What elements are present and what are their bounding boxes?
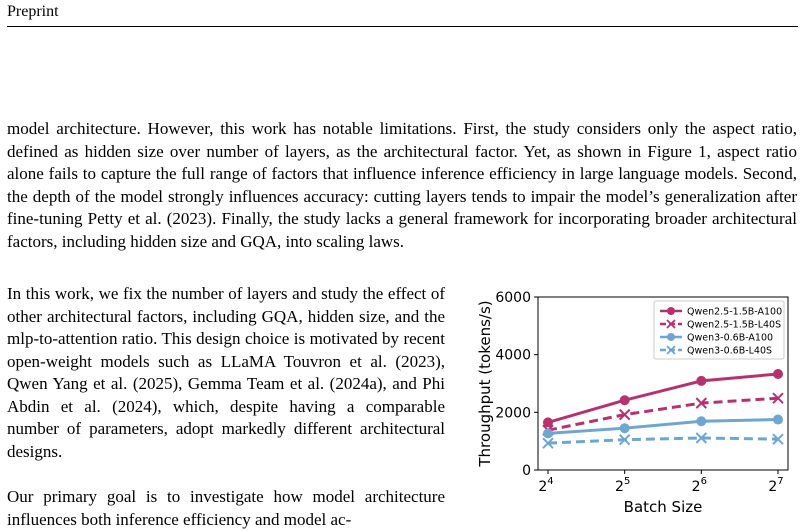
data-point-s2-4 xyxy=(772,392,784,404)
series-line-1 xyxy=(547,372,779,424)
y-axis-label: Throughput (tokens/s) xyxy=(476,300,494,467)
data-point-s3-3 xyxy=(696,416,707,427)
header-rule xyxy=(7,26,798,27)
series-line-2 xyxy=(547,396,779,432)
data-point-s2-4-stroke xyxy=(772,392,784,404)
data-point-s3-1 xyxy=(543,428,553,439)
legend-marker-stroke xyxy=(666,319,676,329)
body-paragraph-3: Our primary goal is to investigate how m… xyxy=(7,487,445,529)
data-point-s3-2 xyxy=(619,423,630,434)
body-paragraph-1: model architecture. However, this work h… xyxy=(7,119,797,251)
data-point-s4-3-stroke xyxy=(695,432,708,444)
data-point-s1-3 xyxy=(696,375,707,386)
data-point-s1-4 xyxy=(773,368,783,379)
x-tick-label: 27 xyxy=(768,476,783,495)
legend-label-4: Qwen3-0.6B-L40S xyxy=(687,346,772,357)
data-point-s2-2 xyxy=(618,408,631,421)
data-point-s4-1-stroke xyxy=(542,437,554,449)
y-tick-label: 2000 xyxy=(495,405,531,421)
throughput-chart: 0 2000 4000 6000 24 25 26 27 Batch Size Throughpu… xyxy=(476,290,789,516)
data-point-s4-1 xyxy=(542,437,554,449)
data-point-s4-4 xyxy=(772,433,784,445)
y-tick-label: 6000 xyxy=(495,290,531,306)
body-paragraph-2: In this work, we fix the number of layer… xyxy=(7,284,445,461)
data-point-s2-2-stroke xyxy=(618,408,631,421)
x-tick-label: 26 xyxy=(692,476,707,495)
legend-label-2: Qwen2.5-1.5B-L40S xyxy=(687,320,781,331)
running-header: Preprint xyxy=(7,3,59,20)
data-point-s4-3 xyxy=(695,432,708,444)
plot-frame xyxy=(537,296,789,471)
legend-marker-stroke xyxy=(666,345,676,355)
data-point-s4-2-stroke xyxy=(618,434,631,446)
legend-marker-2 xyxy=(666,319,676,329)
legend-marker-1 xyxy=(667,307,675,315)
data-point-s1-2 xyxy=(619,395,630,406)
x-tick-label: 24 xyxy=(538,476,553,495)
x-tick-label: 25 xyxy=(615,476,630,495)
legend-box xyxy=(653,300,785,360)
y-tick-label: 4000 xyxy=(495,348,531,364)
series-line-3 xyxy=(547,418,779,435)
data-point-s2-3-stroke xyxy=(695,397,708,409)
legend-label-1: Qwen2.5-1.5B-A100 xyxy=(687,307,782,318)
data-point-s2-3 xyxy=(695,397,708,409)
data-point-s1-1 xyxy=(543,417,553,428)
legend-marker-4 xyxy=(666,345,676,355)
legend-marker-3 xyxy=(667,333,675,341)
series-line-4 xyxy=(547,436,779,445)
data-point-s3-4 xyxy=(773,414,783,425)
x-axis-label: Batch Size xyxy=(624,498,703,516)
data-point-s4-2 xyxy=(618,434,631,446)
y-tick-label: 0 xyxy=(522,463,531,479)
legend-label-3: Qwen3-0.6B-A100 xyxy=(687,333,773,344)
data-point-s4-4-stroke xyxy=(772,433,784,445)
